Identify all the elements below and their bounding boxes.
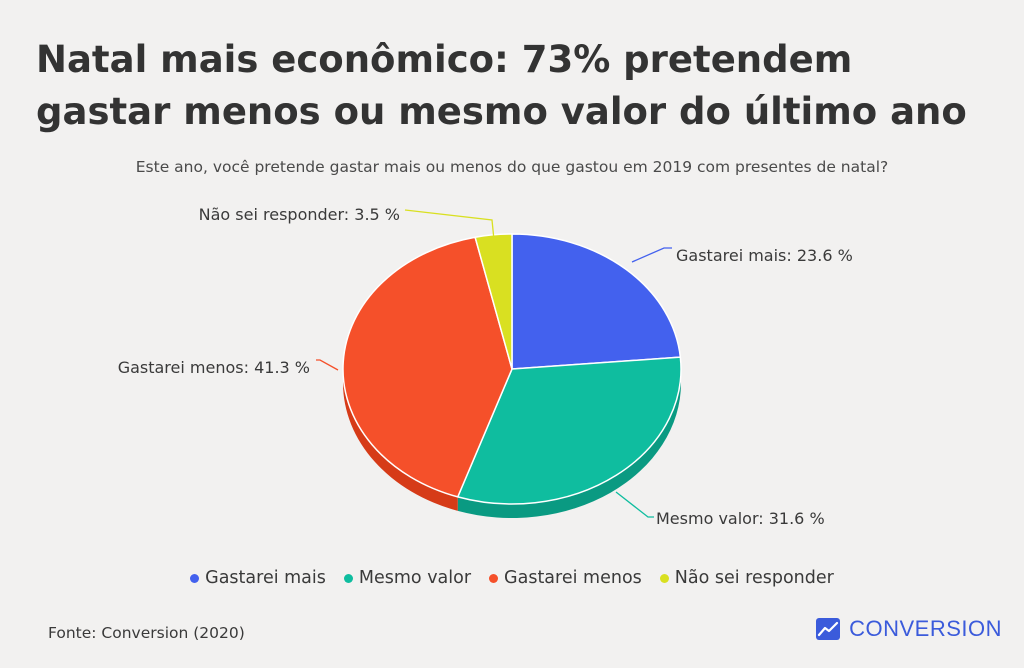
slice-label: Gastarei mais: 23.6 % <box>676 246 853 265</box>
legend-swatch <box>659 573 669 583</box>
leader-line <box>316 359 339 371</box>
slice-label: Mesmo valor: 31.6 % <box>656 509 825 528</box>
pie-slice-side <box>343 369 458 511</box>
chart-line-icon <box>816 618 841 640</box>
legend-item-gastarei-menos: Gastarei menos <box>489 568 642 588</box>
brand-logo: CONVERSION <box>815 616 1002 642</box>
leader-line <box>615 491 654 518</box>
legend-label: Mesmo valor <box>358 568 472 588</box>
pie-slice-side <box>457 369 681 518</box>
legend-swatch <box>489 573 499 583</box>
legend-item-gastarei-mais: Gastarei mais <box>190 568 326 588</box>
slice-label: Não sei responder: 3.5 % <box>199 205 400 224</box>
source-note: Fonte: Conversion (2020) <box>48 624 245 642</box>
legend-item-mesmo-valor: Mesmo valor <box>343 568 472 588</box>
leader-line <box>631 247 672 263</box>
legend-label: Gastarei mais <box>205 568 326 588</box>
pie-slice <box>457 356 682 505</box>
legend-label: Gastarei menos <box>504 568 642 588</box>
leader-line <box>404 209 495 241</box>
chart-legend: Gastarei mais Mesmo valor Gastarei menos… <box>0 568 1024 588</box>
brand-name: CONVERSION <box>849 616 1002 641</box>
legend-label: Não sei responder <box>674 568 834 588</box>
legend-swatch <box>343 573 353 583</box>
chart-title: Natal mais econômico: 73% pretendem gast… <box>36 38 967 133</box>
slice-label: Gastarei menos: 41.3 % <box>118 358 310 377</box>
pie-slice <box>511 233 682 370</box>
legend-swatch <box>190 573 200 583</box>
pie-slice <box>342 236 513 498</box>
chart-subtitle: Este ano, você pretende gastar mais ou m… <box>135 158 889 176</box>
legend-item-nao-sei-responder: Não sei responder <box>659 568 834 588</box>
